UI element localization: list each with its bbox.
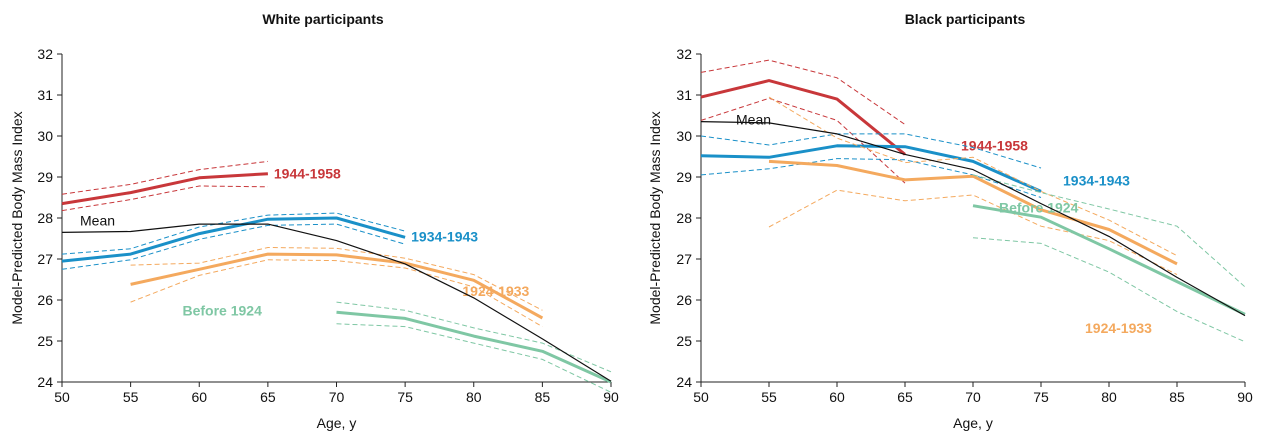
x-tick-label: 80 — [466, 389, 482, 405]
series-label-1934-1943: 1934-1943 — [1063, 172, 1130, 188]
series-line-1924-1933 — [130, 252, 544, 320]
y-tick-label: 31 — [676, 87, 692, 103]
x-axis-title: Age, y — [317, 415, 357, 431]
ci-upper-line-1924-1933 — [130, 246, 543, 311]
y-tick-label: 27 — [676, 251, 692, 267]
panel-white-participants: White participants 24 25 26 27 28 29 30 31 32 50 55… — [9, 11, 619, 431]
series-line-before-1924 — [972, 204, 1246, 316]
series-line-1944-1958 — [61, 172, 268, 206]
ci-upper-line-1934-1943 — [61, 212, 406, 255]
x-tick-label: 70 — [965, 389, 981, 405]
ci-lower-line-before-1924 — [336, 323, 612, 393]
ci-lower-line-1934-1943 — [700, 158, 1042, 198]
x-tick-label: 70 — [329, 389, 345, 405]
x-tick-label: 80 — [1101, 389, 1117, 405]
y-tick-label: 31 — [37, 87, 53, 103]
ci-upper-line-1944-1958 — [61, 160, 268, 195]
series-line-1924-1933 — [768, 159, 1178, 266]
ci-lower-line-1944-1958 — [61, 185, 268, 212]
series-label-1934-1943: 1934-1943 — [411, 228, 478, 244]
x-tick-label: 55 — [761, 389, 777, 405]
ci-lower-line-1924-1933 — [130, 259, 543, 328]
ci-upper-line-1924-1933 — [768, 96, 1178, 257]
y-tick-label: 25 — [676, 333, 692, 349]
y-tick-label: 32 — [676, 46, 692, 62]
ci-upper-line-1934-1943 — [700, 133, 1042, 169]
x-tick-label: 65 — [260, 389, 276, 405]
x-tick-label: 90 — [603, 389, 619, 405]
panel-black-participants: Black participants 24 25 26 27 28 29 30 31 32 50 55… — [647, 11, 1253, 431]
y-tick-label: 26 — [676, 292, 692, 308]
series-label-before-1924: Before 1924 — [183, 302, 263, 318]
series-label-mean: Mean — [80, 212, 115, 228]
y-tick-label: 25 — [37, 333, 53, 349]
x-tick-label: 85 — [1169, 389, 1185, 405]
series-label-1924-1933: 1924-1933 — [1085, 320, 1152, 336]
ci-lower-line-1934-1943 — [61, 223, 406, 270]
y-axis-title: Model-Predicted Body Mass Index — [9, 111, 25, 324]
y-tick-label: 30 — [676, 128, 692, 144]
y-tick-label: 28 — [676, 210, 692, 226]
x-tick-label: 65 — [897, 389, 913, 405]
series-label-1944-1958: 1944-1958 — [961, 137, 1028, 153]
y-tick-label: 30 — [37, 128, 53, 144]
series-label-1944-1958: 1944-1958 — [274, 166, 341, 182]
y-tick-label: 29 — [676, 169, 692, 185]
x-tick-label: 55 — [123, 389, 139, 405]
x-tick-label: 75 — [1033, 389, 1049, 405]
x-tick-label: 60 — [191, 389, 207, 405]
x-tick-label: 50 — [54, 389, 70, 405]
series-line-mean — [700, 121, 1246, 317]
series-line-1944-1958 — [700, 79, 906, 156]
y-tick-label: 28 — [37, 210, 53, 226]
panel-title: White participants — [262, 11, 384, 27]
series-line-1934-1943 — [61, 216, 406, 263]
y-tick-label: 26 — [37, 292, 53, 308]
y-tick-label: 27 — [37, 251, 53, 267]
x-tick-label: 90 — [1237, 389, 1253, 405]
ci-lower-line-1944-1958 — [700, 97, 906, 184]
panel-title: Black participants — [905, 11, 1026, 27]
ci-upper-line-1944-1958 — [700, 59, 906, 125]
y-tick-label: 24 — [37, 374, 53, 390]
series-line-before-1924 — [336, 310, 612, 384]
x-tick-label: 50 — [693, 389, 709, 405]
x-tick-label: 60 — [829, 389, 845, 405]
y-tick-label: 32 — [37, 46, 53, 62]
y-tick-label: 29 — [37, 169, 53, 185]
x-tick-label: 85 — [535, 389, 551, 405]
y-tick-label: 24 — [676, 374, 692, 390]
y-axis-title: Model-Predicted Body Mass Index — [647, 111, 663, 324]
series-line-mean — [61, 223, 612, 382]
series-label-mean: Mean — [736, 112, 771, 128]
x-tick-label: 75 — [397, 389, 413, 405]
series-line-1934-1943 — [700, 144, 1042, 193]
series-label-1924-1933: 1924-1933 — [462, 283, 529, 299]
ci-upper-line-before-1924 — [972, 174, 1246, 288]
x-axis-title: Age, y — [953, 415, 993, 431]
